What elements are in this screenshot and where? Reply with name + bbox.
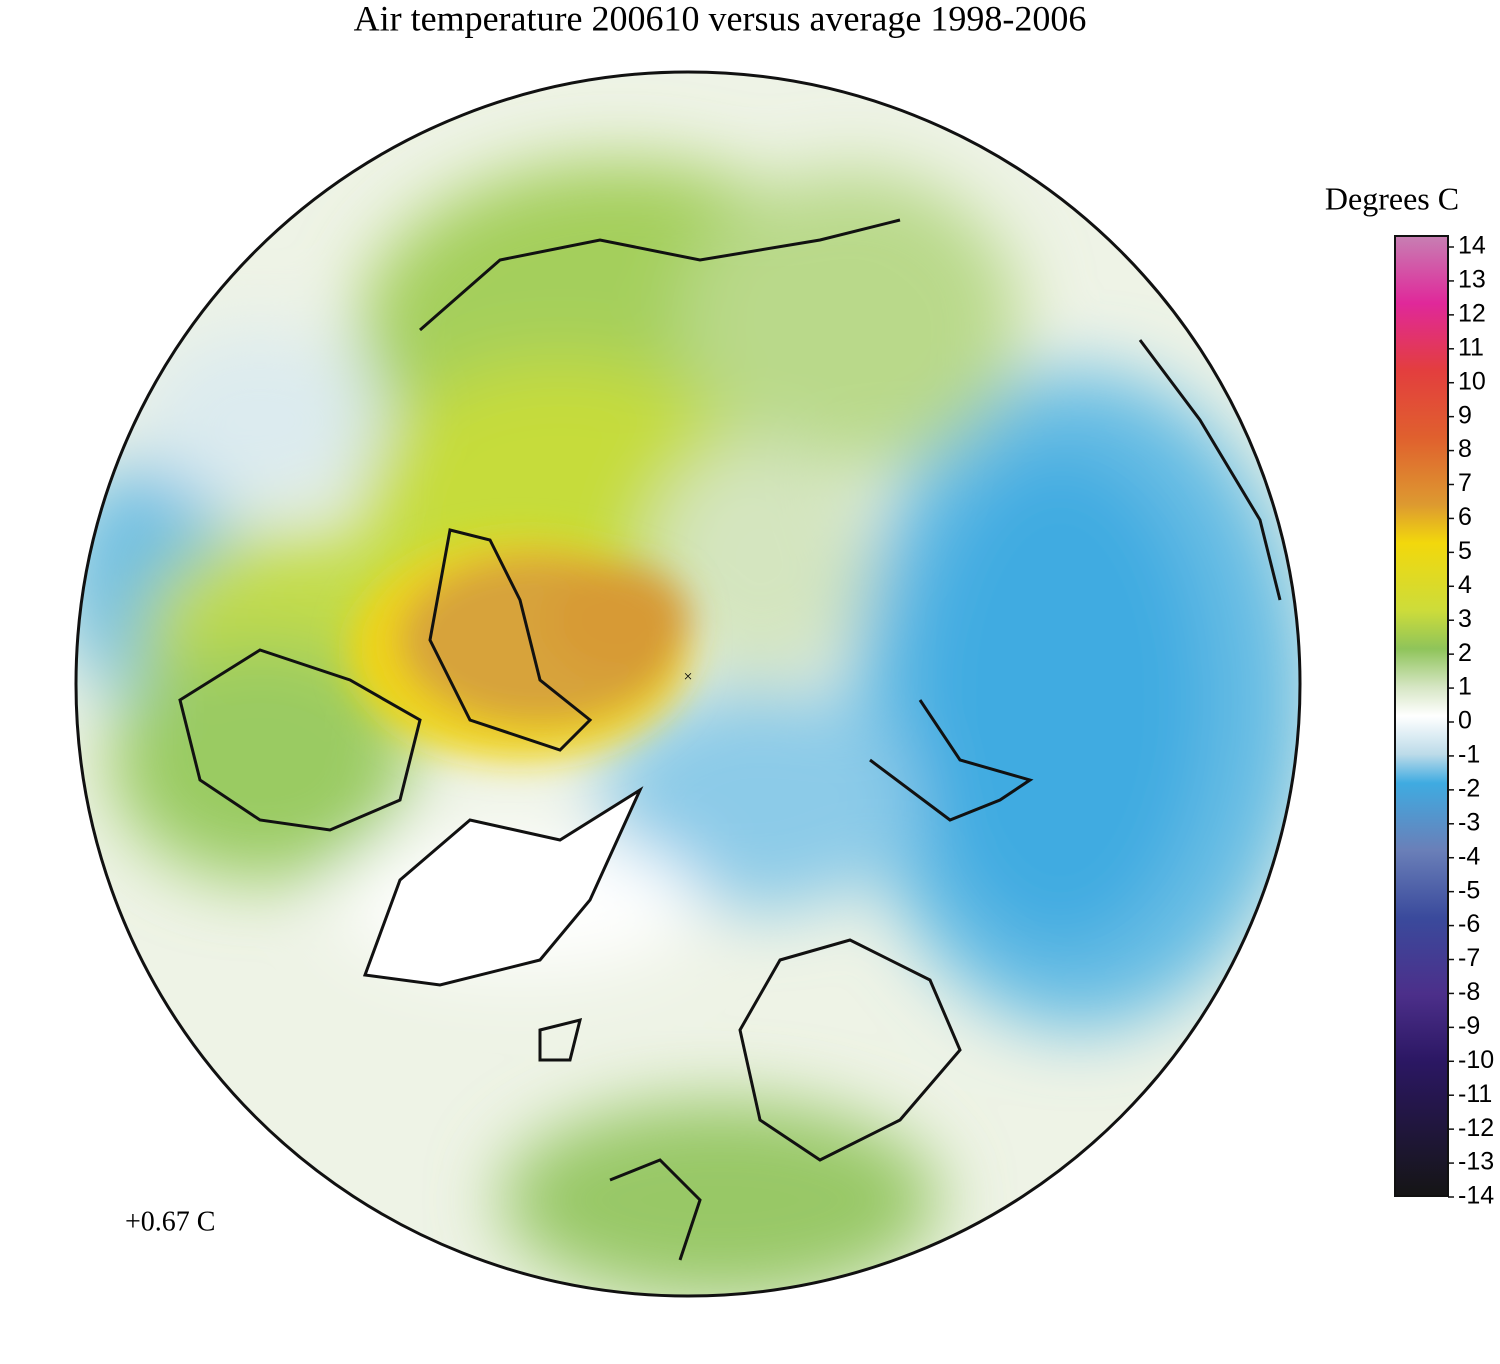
- colorbar-tick-label: 3: [1458, 605, 1472, 633]
- coastlines: [178, 218, 1282, 1261]
- colorbar-tick-label: 6: [1458, 503, 1472, 531]
- colorbar-tick-label: 1: [1458, 673, 1472, 701]
- colorbar-tick-label: -14: [1458, 1182, 1494, 1210]
- colorbar-tick-label: -7: [1458, 944, 1480, 972]
- colorbar-tick-label: -10: [1458, 1046, 1494, 1074]
- colorbar-tick-label: -11: [1458, 1080, 1492, 1108]
- temperature-field: [76, 72, 1300, 1296]
- colorbar-tick-label: -8: [1458, 978, 1480, 1006]
- colorbar-tick-label: 11: [1458, 333, 1484, 361]
- colorbar-tick-label: 5: [1458, 537, 1472, 565]
- colorbar-tick-label: 14: [1458, 232, 1486, 260]
- pole-marker: ×: [683, 669, 692, 686]
- colorbar-tick-label: 10: [1458, 367, 1486, 395]
- colorbar-tick-label: -12: [1458, 1114, 1494, 1142]
- colorbar-tick-label: -4: [1458, 842, 1480, 870]
- colorbar: [1394, 235, 1449, 1197]
- colorbar-tick-label: -5: [1458, 876, 1480, 904]
- colorbar-tick-label: 4: [1458, 571, 1472, 599]
- colorbar-tick-label: -13: [1458, 1148, 1494, 1176]
- mean-anomaly: +0.67 C: [125, 1206, 215, 1237]
- colorbar-tick-label: 0: [1458, 707, 1472, 735]
- map-title: Air temperature 200610 versus average 19…: [354, 0, 1087, 38]
- colorbar-tick-label: -3: [1458, 808, 1480, 836]
- colorbar-tick-label: -2: [1458, 774, 1480, 802]
- colorbar-tick-label: -6: [1458, 910, 1480, 938]
- colorbar-tick-label: 8: [1458, 435, 1472, 463]
- colorbar-tick-label: -9: [1458, 1012, 1480, 1040]
- colorbar-tick-label: 12: [1458, 299, 1486, 327]
- colorbar-tick-label: 9: [1458, 401, 1472, 429]
- colorbar-tick-label: 13: [1458, 266, 1486, 294]
- colorbar-ticks: 14131211109876543210-1-2-3-4-5-6-7-8-9-1…: [1448, 232, 1494, 1210]
- colorbar-tick-label: -1: [1458, 741, 1480, 769]
- colorbar-label: Degrees C: [1325, 180, 1459, 216]
- globe-outline: [74, 70, 1302, 1298]
- colorbar-tick-label: 2: [1458, 639, 1472, 667]
- colorbar-tick-label: 7: [1458, 469, 1472, 497]
